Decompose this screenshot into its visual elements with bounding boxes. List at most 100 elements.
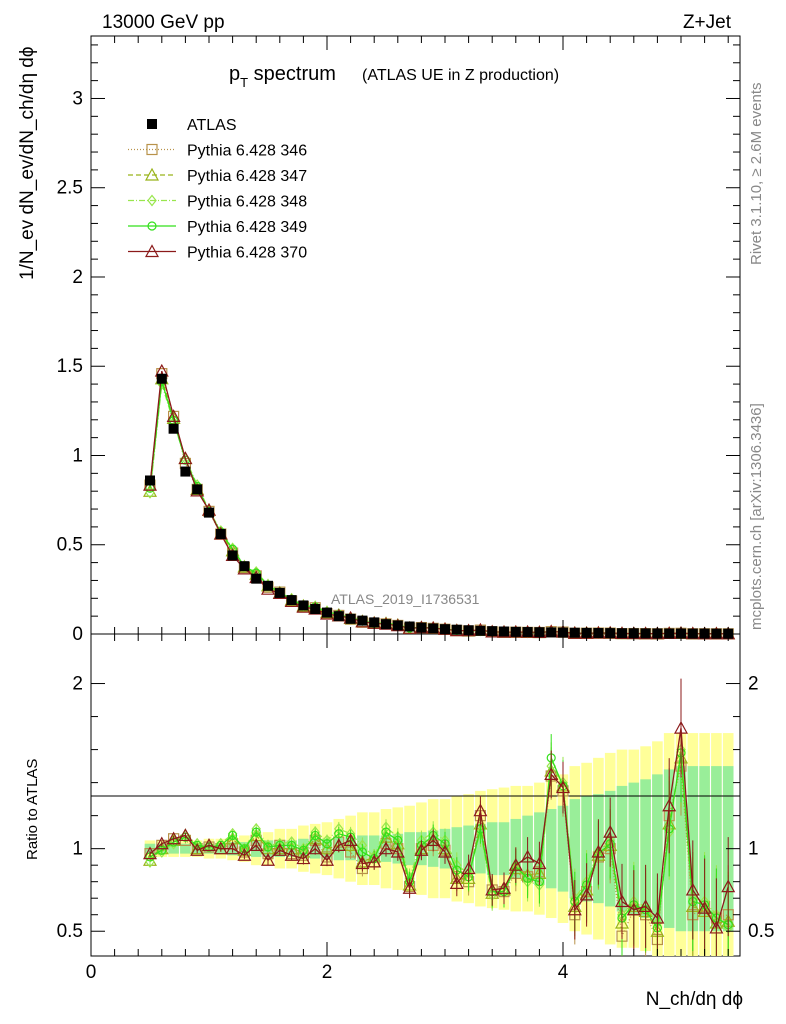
atlas-point	[428, 623, 439, 634]
ratio-marker	[284, 848, 299, 861]
atlas-point	[392, 620, 403, 631]
ratio-marker	[390, 844, 405, 858]
ratio-marker	[485, 882, 500, 896]
stat-band	[569, 799, 581, 899]
stat-band	[616, 785, 628, 912]
atlas-point	[251, 573, 262, 584]
ratio-marker	[251, 827, 261, 837]
chart-title-note: (ATLAS UE in Z production)	[362, 67, 559, 84]
legend-label: Pythia 6.428 348	[187, 194, 307, 211]
ratio-marker	[154, 836, 169, 850]
legend-marker	[147, 194, 157, 207]
ratio-marker	[449, 876, 464, 889]
ratio-marker	[272, 843, 287, 856]
atlas-point	[298, 600, 309, 611]
y-tick-label: 1	[72, 445, 83, 466]
atlas-point	[617, 628, 627, 639]
atlas-point	[357, 615, 368, 626]
ratio-marker	[685, 882, 700, 896]
chart-title: pT spectrum	[229, 63, 336, 90]
atlas-point	[451, 624, 462, 635]
atlas-point	[227, 550, 238, 561]
atlas-point	[192, 484, 203, 495]
y-tick-label: 1.5	[57, 356, 83, 377]
analysis-watermark: ATLAS_2019_I1736531	[331, 591, 480, 607]
ratio-marker	[142, 846, 158, 860]
process-label: Z+Jet	[683, 12, 732, 33]
ratio-marker	[249, 838, 264, 851]
ratio-marker	[567, 902, 582, 916]
ratio-marker	[190, 843, 205, 856]
stat-band	[545, 809, 557, 889]
ratio-marker	[461, 861, 476, 875]
legend-label: ATLAS	[187, 117, 237, 134]
ratio-tick-label: 1	[72, 839, 83, 860]
y-tick-label: 3	[72, 88, 83, 109]
legend-marker	[144, 244, 160, 258]
stat-band	[652, 774, 663, 923]
ratio-marker	[721, 879, 736, 893]
atlas-point	[404, 621, 415, 632]
ratio-marker	[650, 910, 665, 924]
atlas-point	[263, 580, 273, 591]
ratio-marker	[437, 844, 453, 858]
stat-band	[486, 822, 498, 876]
ratio-marker	[228, 830, 238, 841]
atlas-point	[168, 423, 179, 434]
y-tick-label: 2	[72, 267, 83, 288]
ratio-marker	[237, 848, 252, 861]
legend: ATLAS Pythia 6.428 346 Pythia 6.428 347 Pyt…	[128, 117, 307, 262]
x-tick-label: 2	[322, 962, 333, 983]
atlas-point	[546, 627, 557, 638]
ratio-marker	[378, 841, 394, 855]
ratio-marker	[296, 851, 311, 865]
legend-marker	[144, 167, 160, 181]
ratio-marker	[426, 833, 441, 847]
ratio-marker	[662, 798, 677, 812]
atlas-point	[204, 507, 214, 518]
stat-band	[628, 782, 640, 915]
stat-band	[368, 835, 380, 862]
ratio-marker	[263, 842, 273, 852]
ratio-marker	[308, 841, 323, 855]
atlas-point	[145, 475, 155, 486]
ratio-marker	[638, 899, 653, 913]
ratio-tick-label: 2	[72, 674, 83, 695]
ratio-tick-label: 0.5	[57, 921, 83, 942]
atlas-point	[345, 613, 356, 624]
ratio-marker	[697, 900, 712, 914]
atlas-point	[381, 619, 391, 630]
ratio-tick-label-right: 2	[748, 674, 759, 695]
ratio-marker	[555, 780, 571, 794]
ratio-marker	[709, 920, 724, 934]
ratio-tick-label-right: 0.5	[748, 921, 774, 942]
ratio-marker	[310, 830, 320, 841]
ratio-marker	[532, 856, 547, 870]
ratio-tick-label-right: 1	[748, 839, 759, 860]
ratio-marker	[579, 887, 594, 901]
y-axis-label: 1/N_ev dN_ev/dN_ch/dη dϕ	[17, 46, 38, 280]
ratio-marker	[508, 857, 523, 871]
atlas-point	[180, 466, 191, 477]
ratio-marker	[201, 838, 217, 851]
stat-band	[711, 766, 722, 932]
legend-marker	[147, 221, 157, 231]
atlas-point	[333, 611, 344, 622]
ratio-marker	[343, 833, 358, 847]
legend-label: Pythia 6.428 346	[187, 143, 307, 160]
atlas-point	[593, 628, 604, 639]
rivet-label: Rivet 3.1.10, ≥ 2.6M events	[748, 83, 765, 266]
ratio-marker	[355, 856, 370, 870]
stat-band	[581, 795, 592, 902]
stat-band	[699, 766, 710, 932]
ratio-marker	[544, 767, 559, 780]
ratio-marker	[603, 824, 618, 838]
atlas-point	[274, 587, 285, 598]
ratio-marker	[225, 841, 240, 855]
stat-band	[675, 766, 687, 932]
mcplots-label: mcplots.cern.ch [arXiv:1306.3436]	[748, 403, 765, 630]
ratio-marker	[496, 881, 512, 894]
atlas-point	[711, 628, 722, 639]
stat-band	[404, 832, 415, 866]
